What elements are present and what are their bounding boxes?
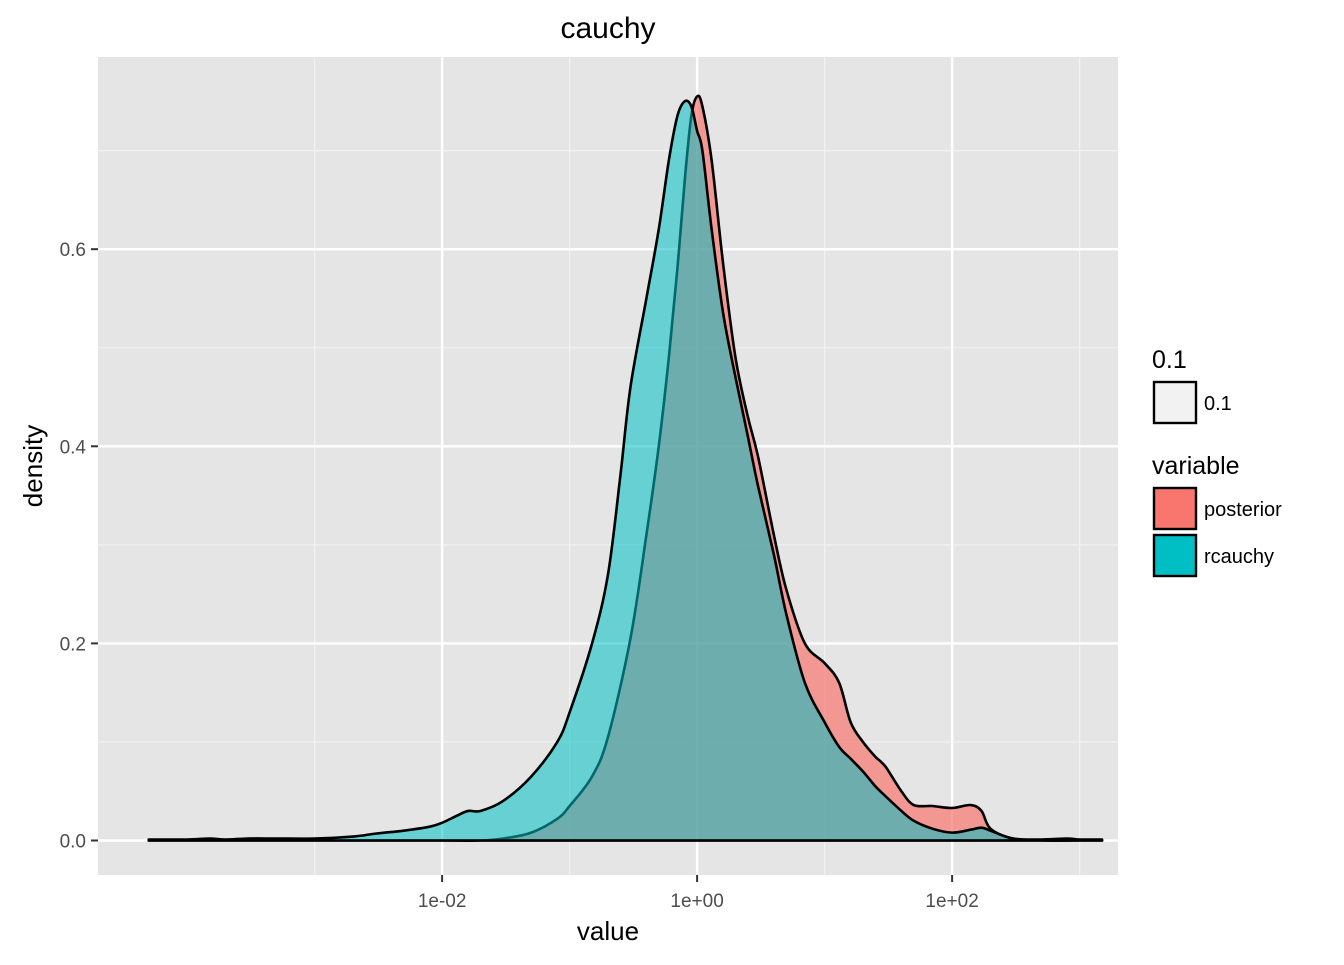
density-area-rcauchy <box>147 99 1104 842</box>
legend-key <box>1152 533 1198 578</box>
x-axis-title: value <box>577 916 639 946</box>
axis-ticks: 0.0 0.2 0.4 0.6 1e-02 1e+00 1e+02 <box>60 240 979 912</box>
grid-minor <box>98 57 1118 875</box>
legend-key <box>1152 486 1198 531</box>
legend-label: posterior <box>1204 499 1282 521</box>
y-tick-label: 0.4 <box>60 437 87 458</box>
x-tick-label: 1e+00 <box>670 891 723 912</box>
y-axis-title: density <box>18 425 48 507</box>
legend-label: 0.1 <box>1204 393 1232 415</box>
y-tick-label: 0.0 <box>60 832 86 853</box>
series-layer <box>147 94 1104 842</box>
x-tick-label: 1e-02 <box>418 891 467 912</box>
chart-title: cauchy <box>560 12 655 45</box>
x-tick-label: 1e+02 <box>925 891 978 912</box>
legend-label: rcauchy <box>1204 546 1274 568</box>
legend-title: variable <box>1152 452 1240 480</box>
legend-title: 0.1 <box>1152 346 1187 374</box>
legend: 0.1 0.1 variable posterior rcauchy <box>1152 346 1282 578</box>
legend-key <box>1152 380 1198 425</box>
y-tick-label: 0.2 <box>60 634 86 655</box>
y-tick-label: 0.6 <box>60 240 86 261</box>
